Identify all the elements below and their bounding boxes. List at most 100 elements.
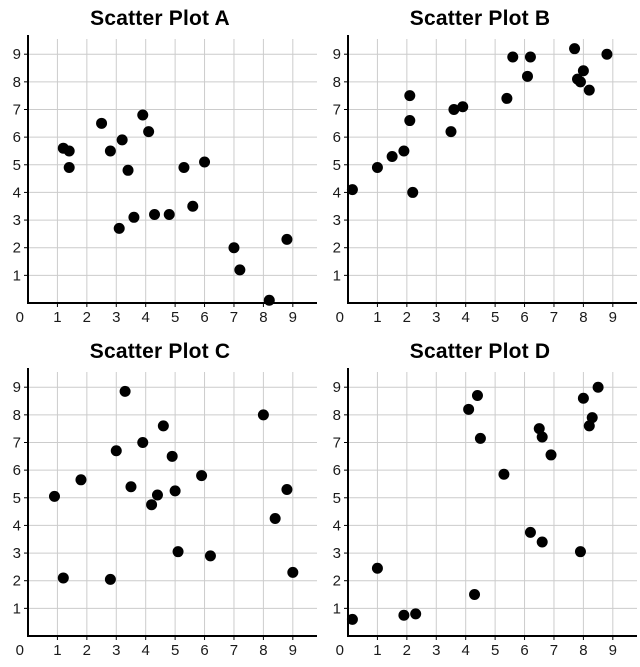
data-point	[96, 117, 108, 129]
y-tick-label: 5	[13, 490, 21, 507]
data-point	[457, 101, 469, 113]
data-point	[474, 432, 486, 444]
data-point	[404, 90, 416, 102]
y-tick-label: 2	[333, 240, 341, 257]
plot-area-b: 0 1 2 3 4 5 6 7 8 9 1 2 3 4 5 6 7 8 9	[321, 31, 639, 331]
data-point	[410, 608, 422, 620]
scatter-canvas: 0 1 2 3 4 5 6 7 8 9 1 2 3 4 5 6 7 8 9	[333, 35, 637, 326]
x-tick-label: 0	[336, 309, 344, 326]
data-point	[521, 70, 533, 82]
y-tick-label: 2	[333, 573, 341, 590]
x-tick-label: 6	[520, 642, 528, 659]
scatter-canvas: 0 1 2 3 4 5 6 7 8 9 1 2 3 4 5 6 7 8 9	[333, 368, 637, 659]
y-tick-label: 5	[333, 157, 341, 174]
x-tick-label: 9	[609, 642, 617, 659]
data-point	[146, 499, 158, 511]
data-point	[163, 209, 175, 221]
data-point	[172, 546, 184, 558]
x-tick-label: 8	[259, 309, 267, 326]
y-tick-label: 7	[333, 434, 341, 451]
y-tick-label: 9	[13, 46, 21, 63]
x-tick-label: 4	[142, 309, 150, 326]
x-tick-label: 5	[171, 309, 179, 326]
y-tick-label: 3	[333, 212, 341, 229]
data-point	[122, 164, 134, 176]
plot-area-c: 0 1 2 3 4 5 6 7 8 9 1 2 3 4 5 6 7 8 9	[1, 364, 319, 664]
data-point	[398, 609, 410, 621]
x-tick-label: 6	[200, 309, 208, 326]
x-tick-label: 3	[112, 309, 120, 326]
data-point	[104, 145, 116, 157]
x-tick-label: 4	[462, 642, 470, 659]
y-tick-label: 4	[13, 517, 21, 534]
x-tick-label: 9	[289, 309, 297, 326]
data-point	[346, 184, 358, 196]
data-point	[533, 423, 545, 435]
data-point	[57, 572, 69, 584]
y-tick-label: 4	[333, 517, 341, 534]
x-tick-label: 6	[200, 642, 208, 659]
data-point	[574, 76, 586, 88]
data-point	[577, 392, 589, 404]
data-point	[371, 562, 383, 574]
x-tick-label: 1	[373, 309, 381, 326]
plot-title-b: Scatter Plot B	[409, 7, 551, 30]
x-tick-label: 2	[83, 309, 91, 326]
y-tick-label: 6	[13, 129, 21, 146]
x-tick-label: 8	[259, 642, 267, 659]
data-point	[574, 546, 586, 558]
y-tick-label: 9	[333, 379, 341, 396]
y-tick-label: 4	[13, 184, 21, 201]
data-point	[281, 483, 293, 495]
data-point	[204, 550, 216, 562]
y-tick-label: 6	[13, 462, 21, 479]
data-point	[263, 294, 275, 306]
x-tick-label: 0	[336, 642, 344, 659]
y-tick-label: 6	[333, 129, 341, 146]
data-point	[536, 536, 548, 548]
data-point	[536, 431, 548, 443]
data-point	[137, 109, 149, 121]
data-point	[463, 403, 475, 415]
y-tick-label: 3	[13, 545, 21, 562]
y-tick-label: 1	[13, 600, 21, 617]
data-point	[113, 222, 125, 234]
data-point	[143, 126, 155, 138]
data-point	[151, 489, 163, 501]
data-point	[371, 162, 383, 174]
y-tick-label: 1	[13, 267, 21, 284]
y-tick-label: 7	[333, 101, 341, 118]
x-tick-label: 3	[432, 309, 440, 326]
data-point	[501, 92, 513, 104]
y-tick-label: 3	[333, 545, 341, 562]
scatter-plot-a: Scatter Plot A 0 1 2 3 4 5 6 7 8 9 1 2 3 4 5 6 7 8 9	[0, 0, 320, 333]
y-tick-label: 5	[333, 490, 341, 507]
data-point	[110, 445, 122, 457]
x-tick-label: 3	[112, 642, 120, 659]
x-tick-label: 5	[491, 309, 499, 326]
x-tick-label: 1	[53, 309, 61, 326]
x-tick-label: 0	[16, 309, 24, 326]
data-point	[583, 84, 595, 96]
data-point	[125, 481, 137, 493]
x-tick-label: 4	[462, 309, 470, 326]
data-point	[586, 412, 598, 424]
data-point	[128, 211, 140, 223]
data-point	[187, 200, 199, 212]
plot-title-a: Scatter Plot A	[90, 7, 230, 30]
data-point	[178, 162, 190, 174]
plot-title-c: Scatter Plot C	[89, 340, 231, 363]
data-point	[196, 470, 208, 482]
data-point	[169, 485, 181, 497]
y-tick-label: 8	[333, 407, 341, 424]
data-point	[469, 589, 481, 601]
scatter-plot-d: Scatter Plot D 0 1 2 3 4 5 6 7 8 9 1 2 3 4 5 6 7 8 9	[320, 333, 640, 667]
data-point	[407, 186, 419, 198]
x-tick-label: 7	[230, 309, 238, 326]
x-tick-label: 8	[579, 642, 587, 659]
x-tick-label: 2	[403, 309, 411, 326]
y-tick-label: 8	[333, 74, 341, 91]
y-tick-label: 9	[13, 379, 21, 396]
y-tick-label: 1	[333, 600, 341, 617]
